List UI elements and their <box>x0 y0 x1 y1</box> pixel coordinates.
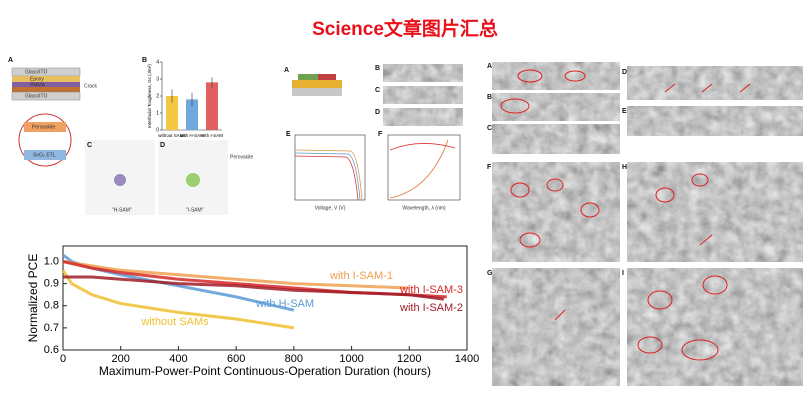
layer-label: "I-SAM" <box>186 207 204 213</box>
panel-label: F <box>487 164 492 171</box>
y-axis-label: Normalized PCE <box>26 254 40 343</box>
layer-label: PMMA <box>30 82 46 88</box>
panel-label: A <box>8 57 13 64</box>
panel-label: C <box>87 142 92 149</box>
bar <box>186 99 198 130</box>
x-tick-label: with H-SAM <box>180 133 204 138</box>
panel-label: C <box>375 87 380 94</box>
layer-label: Glass/ITO <box>25 69 48 75</box>
y-tick-label: 4 <box>156 59 159 65</box>
series-label: with H-SAM <box>255 298 314 310</box>
series-line <box>61 269 295 330</box>
panel-label: D <box>160 142 165 149</box>
x-tick-label: without SAMs <box>158 133 186 138</box>
panel-label: A <box>284 67 289 74</box>
x-tick-label: 800 <box>285 353 303 365</box>
y-tick-label: 2 <box>156 93 159 99</box>
middle-figure <box>292 64 463 201</box>
y-tick-label: 1 <box>156 110 159 116</box>
panel-label: C <box>487 125 492 132</box>
axis-label: Wavelength, λ (nm) <box>402 205 445 211</box>
x-tick-label: 600 <box>227 353 245 365</box>
panel-label: E <box>286 131 291 138</box>
x-axis-label: Maximum-Power-Point Continuous-Operation… <box>99 364 431 378</box>
y-tick-label: 0.6 <box>44 344 59 356</box>
series-line <box>62 260 410 290</box>
layer-label: Glass/ITO <box>25 93 48 99</box>
y-tick-label: 0.8 <box>44 300 59 312</box>
series-label: with I-SAM-3 <box>399 284 463 296</box>
panel-label: I <box>622 270 624 277</box>
plot-frame <box>62 245 468 351</box>
layer-label: Perovskite <box>230 154 254 160</box>
panel-label: F <box>378 131 383 138</box>
layer-label: "H-SAM" <box>112 207 132 213</box>
panel-label: H <box>622 164 627 171</box>
y-tick-label: 3 <box>156 76 159 82</box>
x-tick-label: 0 <box>60 353 66 365</box>
y-tick-label: 0.9 <box>44 278 59 290</box>
sem-images <box>492 62 803 386</box>
y-tick-label: 1.0 <box>44 255 59 267</box>
x-tick-label: 1400 <box>455 353 479 365</box>
y-tick-label: 0 <box>156 127 159 133</box>
y-tick-label: 0.7 <box>44 322 59 334</box>
bar <box>206 82 218 130</box>
panel-label: B <box>487 94 492 101</box>
page-title: Science文章图片汇总 <box>312 17 498 40</box>
panel-label: D <box>375 109 380 116</box>
series-line <box>63 275 445 301</box>
series-label: with I-SAM-1 <box>329 270 393 282</box>
panel-label: G <box>487 270 493 277</box>
panel-label: E <box>622 108 627 115</box>
panel-label: D <box>622 69 627 76</box>
x-tick-label: with I-SAM <box>201 133 223 138</box>
y-axis-label: Interfacial Toughness, Gc (J/m²) <box>147 64 152 128</box>
series-label: with I-SAM-2 <box>399 302 463 314</box>
layer-label: Perovskite <box>32 124 56 130</box>
schematic-stack <box>11 67 228 215</box>
layer-label: SnO₂ ETL <box>33 152 56 158</box>
panel-label: B <box>375 65 380 72</box>
x-tick-label: 200 <box>112 353 130 365</box>
x-tick-label: 1200 <box>397 353 421 365</box>
layer-label: Epoxy <box>30 76 44 82</box>
x-tick-label: 1000 <box>339 353 363 365</box>
axis-label: Voltage, V (V) <box>315 205 346 211</box>
layer-label: Crack <box>84 83 98 89</box>
x-tick-label: 400 <box>169 353 187 365</box>
panel-label: B <box>142 57 147 64</box>
panel-label: A <box>487 63 492 70</box>
bar <box>166 96 178 130</box>
series-label: without SAMs <box>140 316 209 328</box>
